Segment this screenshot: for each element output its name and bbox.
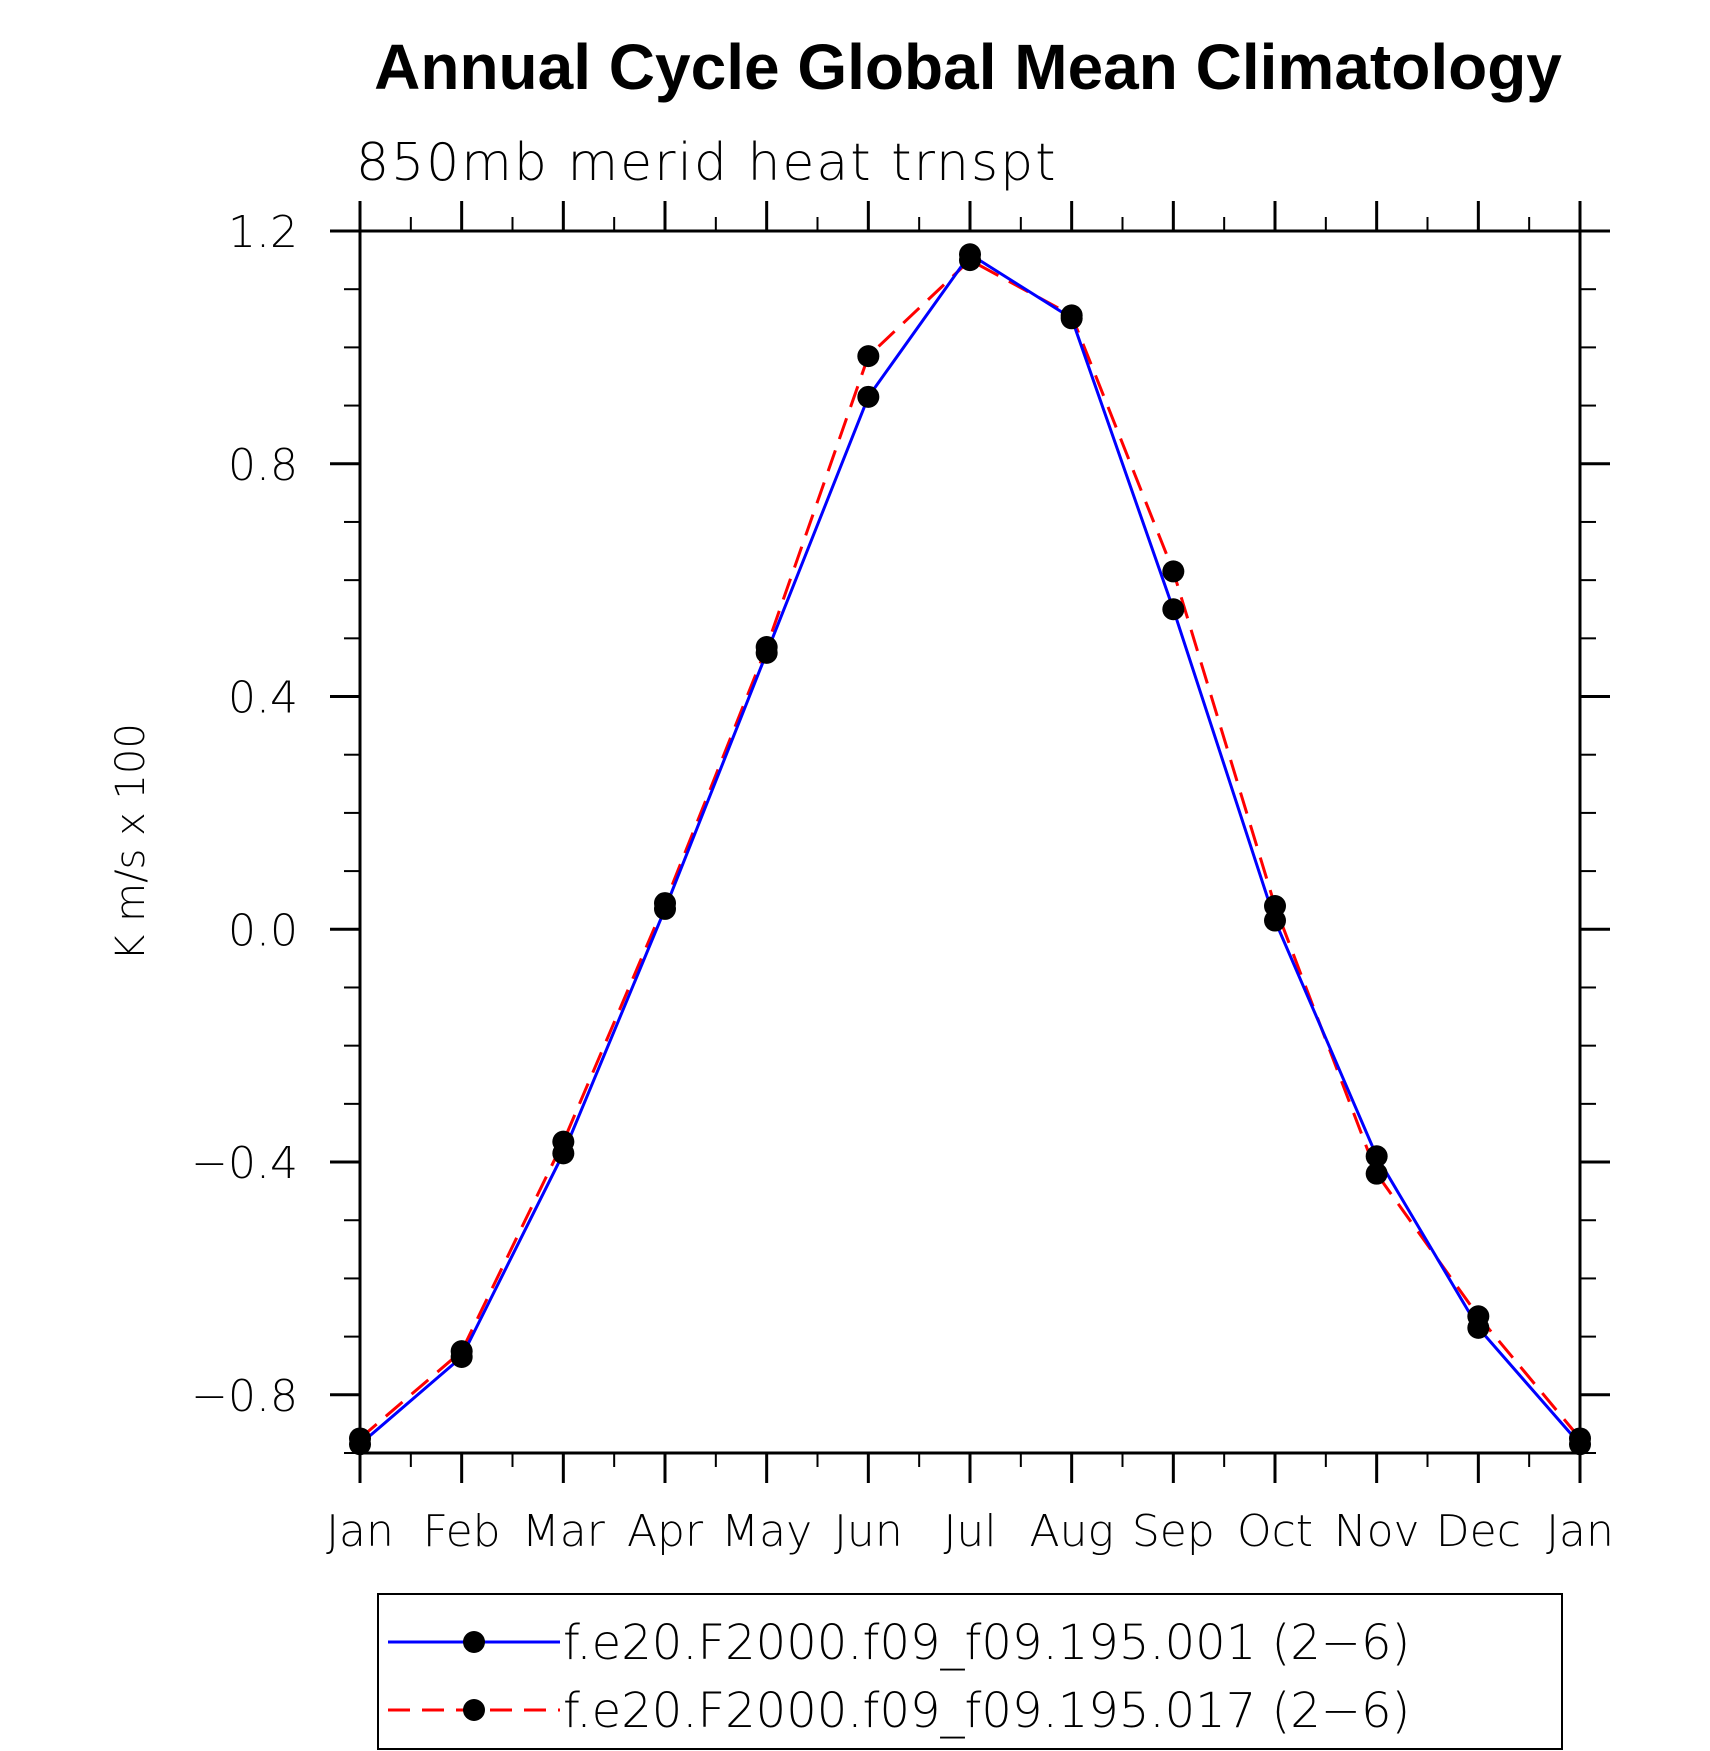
x-tick-label: Mar [522,1506,606,1557]
data-point-series-2 [1467,1305,1490,1328]
data-point-series-1 [1365,1145,1388,1168]
data-point-series-2 [450,1340,473,1363]
y-axis-label: K m/s x 100 [108,723,154,961]
legend-label-series-1: f.e20.F2000.f09_f09.195.001 (2−6) [563,1615,1410,1671]
plot-frame [358,229,1582,1455]
legend-box [377,1593,1563,1750]
data-point-series-1 [1162,598,1185,621]
series-layer [349,243,1591,1456]
axes: Jan Feb Mar Apr May Jun Jul Aug Sep Oct Nov Dec Jan −… [191,201,1614,1557]
x-tick-label: May [721,1506,812,1557]
legend-marker-series-2 [463,1699,485,1721]
legend: f.e20.F2000.f09_f09.195.001 (2−6) f.e20.… [377,1593,1563,1750]
series-line-2 [359,258,1582,1440]
data-point-series-2 [959,249,981,272]
series-line-1 [359,252,1582,1446]
y-tick-label: −0.8 [191,1371,298,1422]
data-point-series-2 [755,636,778,659]
x-tick-label: Apr [627,1506,704,1557]
data-point-series-2 [1162,560,1185,583]
chart-subtitle: 850mb merid heat trnspt [356,133,1057,193]
x-tick-label: Feb [423,1506,501,1557]
y-tick-label: 0.8 [228,440,298,491]
data-point-series-2 [1060,304,1083,327]
x-tick-label: Dec [1436,1506,1521,1557]
y-tick-label: 0.0 [228,905,298,956]
x-tick-label: Jan [326,1506,394,1557]
data-point-series-1 [857,385,880,408]
legend-label-series-2: f.e20.F2000.f09_f09.195.017 (2−6) [563,1683,1410,1739]
x-tick-label: Jul [943,1506,996,1557]
x-tick-label: Sep [1132,1506,1215,1557]
y-tick-label: 1.2 [228,207,298,258]
x-tick-label: Jun [834,1506,903,1557]
x-tick-label: Nov [1334,1506,1420,1557]
x-tick-label: Oct [1237,1506,1313,1557]
data-point-series-2 [1365,1162,1388,1185]
y-tick-label: 0.4 [228,673,298,724]
data-point-series-2 [857,345,880,368]
data-point-series-2 [552,1130,575,1153]
x-tick-label: Aug [1029,1506,1113,1557]
chart-title: Annual Cycle Global Mean Climatology [374,31,1562,103]
data-point-series-2 [654,892,676,915]
data-point-series-2 [1264,895,1286,918]
x-tick-label: Jan [1546,1506,1614,1557]
legend-marker-series-1 [463,1631,485,1653]
y-tick-label: −0.4 [191,1138,298,1189]
